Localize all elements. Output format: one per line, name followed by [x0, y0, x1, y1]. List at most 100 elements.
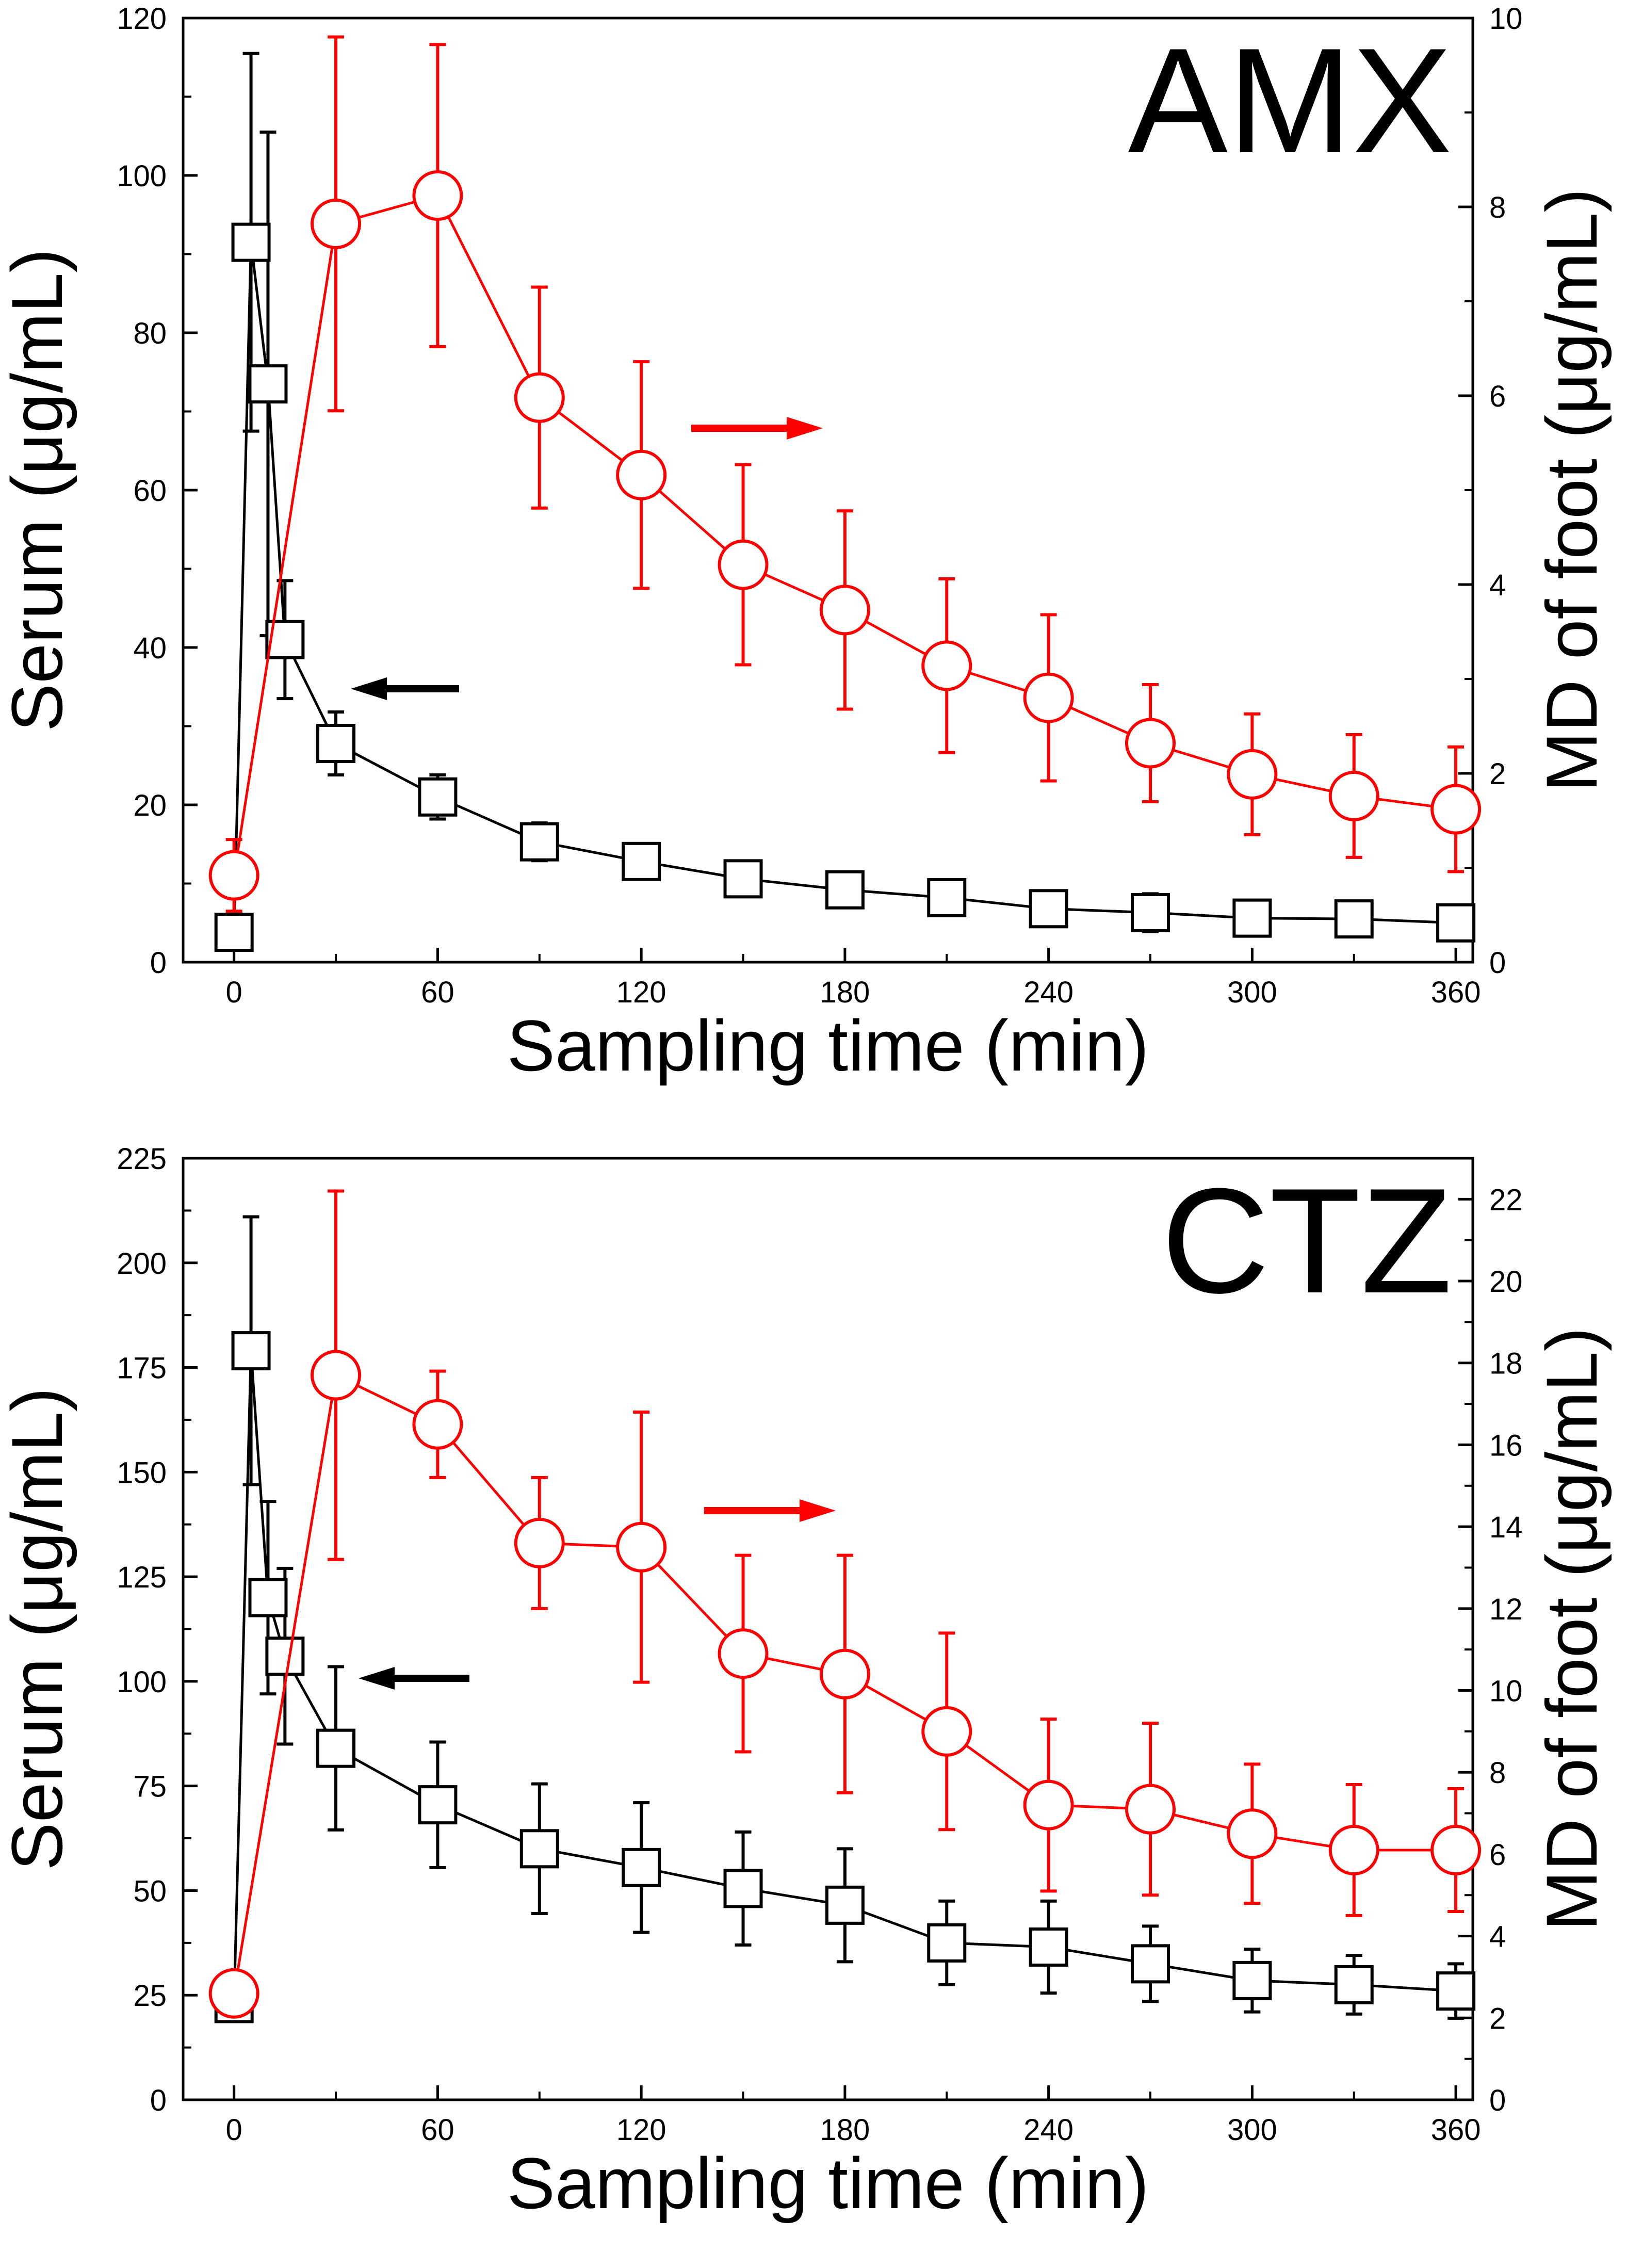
x-tick-label: 360 — [1431, 2113, 1481, 2147]
y-right-tick-label: 4 — [1489, 1920, 1506, 1954]
data-point-square — [1436, 903, 1476, 943]
data-point-square — [418, 1785, 458, 1825]
y-right-tick-label: 10 — [1489, 1675, 1523, 1708]
y-right-tick-label: 12 — [1489, 1593, 1523, 1626]
y-right-tick-label: 8 — [1489, 1756, 1506, 1790]
y-left-tick-label: 125 — [117, 1561, 167, 1594]
data-point-circle — [1023, 1779, 1074, 1830]
data-point-square — [1029, 1927, 1068, 1967]
y-left-axis-title: Serum (μg/mL) — [0, 1387, 77, 1870]
x-tick-label: 240 — [1023, 976, 1073, 1009]
y-right-tick-label: 6 — [1489, 380, 1506, 413]
data-point-circle — [1328, 1824, 1379, 1875]
y-left-tick-label: 175 — [117, 1352, 167, 1385]
x-axis-title: Sampling time (min) — [507, 2143, 1149, 2224]
data-point-circle — [311, 198, 362, 249]
y-left-tick-label: 225 — [117, 1142, 167, 1176]
x-tick-label: 300 — [1227, 976, 1277, 1009]
data-point-square — [825, 1885, 865, 1925]
x-tick-label: 180 — [820, 976, 870, 1009]
x-tick-label: 0 — [226, 976, 242, 1009]
data-point-circle — [921, 640, 972, 691]
y-left-tick-label: 0 — [150, 2084, 167, 2117]
y-left-tick-label: 100 — [117, 159, 167, 193]
data-point-circle — [718, 1628, 769, 1679]
y-left-tick-label: 200 — [117, 1247, 167, 1281]
data-point-circle — [718, 539, 769, 590]
y-left-tick-label: 100 — [117, 1665, 167, 1699]
y-left-tick-label: 0 — [150, 946, 167, 980]
y-right-axis-title: MD of foot (μg/mL) — [1531, 1327, 1612, 1931]
y-left-tick-label: 75 — [133, 1770, 167, 1804]
y-right-tick-label: 18 — [1489, 1347, 1523, 1381]
x-tick-label: 60 — [421, 976, 454, 1009]
data-point-square — [1334, 1965, 1374, 2004]
y-left-axis-title: Serum (μg/mL) — [0, 249, 77, 732]
data-point-square — [316, 724, 356, 764]
panel-ctz: 0 60 120 180 240 300 3600255075100125150175200… — [0, 1142, 1612, 2224]
y-right-tick-label: 2 — [1489, 2002, 1506, 2035]
y-right-tick-label: 2 — [1489, 757, 1506, 791]
data-point-square — [519, 822, 559, 862]
y-right-tick-label: 8 — [1489, 191, 1506, 224]
data-point-circle — [1227, 749, 1278, 800]
x-tick-label: 300 — [1227, 2113, 1277, 2147]
series-md-foot — [208, 1189, 1482, 2019]
data-point-circle — [1125, 718, 1176, 769]
data-point-circle — [514, 372, 565, 423]
data-point-circle — [1328, 770, 1379, 821]
axis-arrow-head — [359, 1667, 395, 1690]
series-md-foot — [208, 35, 1482, 913]
data-point-square — [927, 878, 967, 917]
y-right-tick-label: 4 — [1489, 569, 1506, 602]
axis-arrow-head — [800, 1499, 836, 1522]
data-point-square — [1232, 1961, 1272, 2000]
y-right-tick-label: 22 — [1489, 1183, 1523, 1217]
series-line — [233, 242, 1456, 933]
data-point-circle — [1023, 672, 1074, 723]
y-right-tick-label: 20 — [1489, 1265, 1523, 1299]
data-point-square — [316, 1728, 356, 1768]
y-right-tick-label: 6 — [1489, 1838, 1506, 1872]
y-left-tick-label: 20 — [133, 789, 167, 822]
y-right-tick-label: 10 — [1489, 2, 1523, 36]
x-tick-label: 0 — [226, 2113, 242, 2147]
y-left-tick-label: 40 — [133, 631, 167, 665]
x-tick-label: 360 — [1431, 976, 1481, 1009]
series-line — [233, 1350, 1456, 2004]
data-point-circle — [412, 170, 463, 221]
data-point-square — [265, 1637, 305, 1676]
y-right-axis-title: MD of foot (μg/mL) — [1531, 188, 1612, 792]
y-right-tick-label: 0 — [1489, 946, 1506, 980]
data-point-circle — [1430, 784, 1482, 835]
x-tick-label: 120 — [616, 2113, 666, 2147]
y-left-tick-label: 120 — [117, 2, 167, 36]
x-axis-title: Sampling time (min) — [507, 1005, 1149, 1086]
y-left-tick-label: 80 — [133, 317, 167, 350]
data-point-circle — [514, 1517, 565, 1568]
data-point-square — [248, 1578, 288, 1617]
panel-label: CTZ — [1161, 1157, 1452, 1324]
data-point-circle — [616, 449, 667, 500]
y-right-tick-label: 14 — [1489, 1511, 1523, 1544]
data-point-circle — [819, 1648, 870, 1699]
axis-arrow-head — [787, 417, 823, 440]
panel-label: AMX — [1128, 17, 1452, 184]
data-point-square — [519, 1829, 559, 1869]
data-point-circle — [311, 1350, 362, 1401]
data-point-circle — [921, 1706, 972, 1757]
data-point-square — [231, 222, 271, 262]
data-point-square — [927, 1923, 967, 1963]
panel-amx: 0 60 120 180 240 300 3600204060801001200246810… — [0, 2, 1612, 1086]
data-point-square — [1334, 899, 1374, 939]
data-point-square — [622, 841, 661, 881]
y-right-tick-label: 0 — [1489, 2084, 1506, 2117]
data-point-square — [1131, 1944, 1170, 1984]
data-point-square — [231, 1331, 271, 1371]
data-point-circle — [819, 585, 870, 636]
data-point-circle — [412, 1399, 463, 1450]
data-point-square — [723, 859, 763, 899]
data-point-square — [418, 777, 458, 817]
data-point-circle — [1227, 1808, 1278, 1859]
y-left-tick-label: 50 — [133, 1874, 167, 1908]
